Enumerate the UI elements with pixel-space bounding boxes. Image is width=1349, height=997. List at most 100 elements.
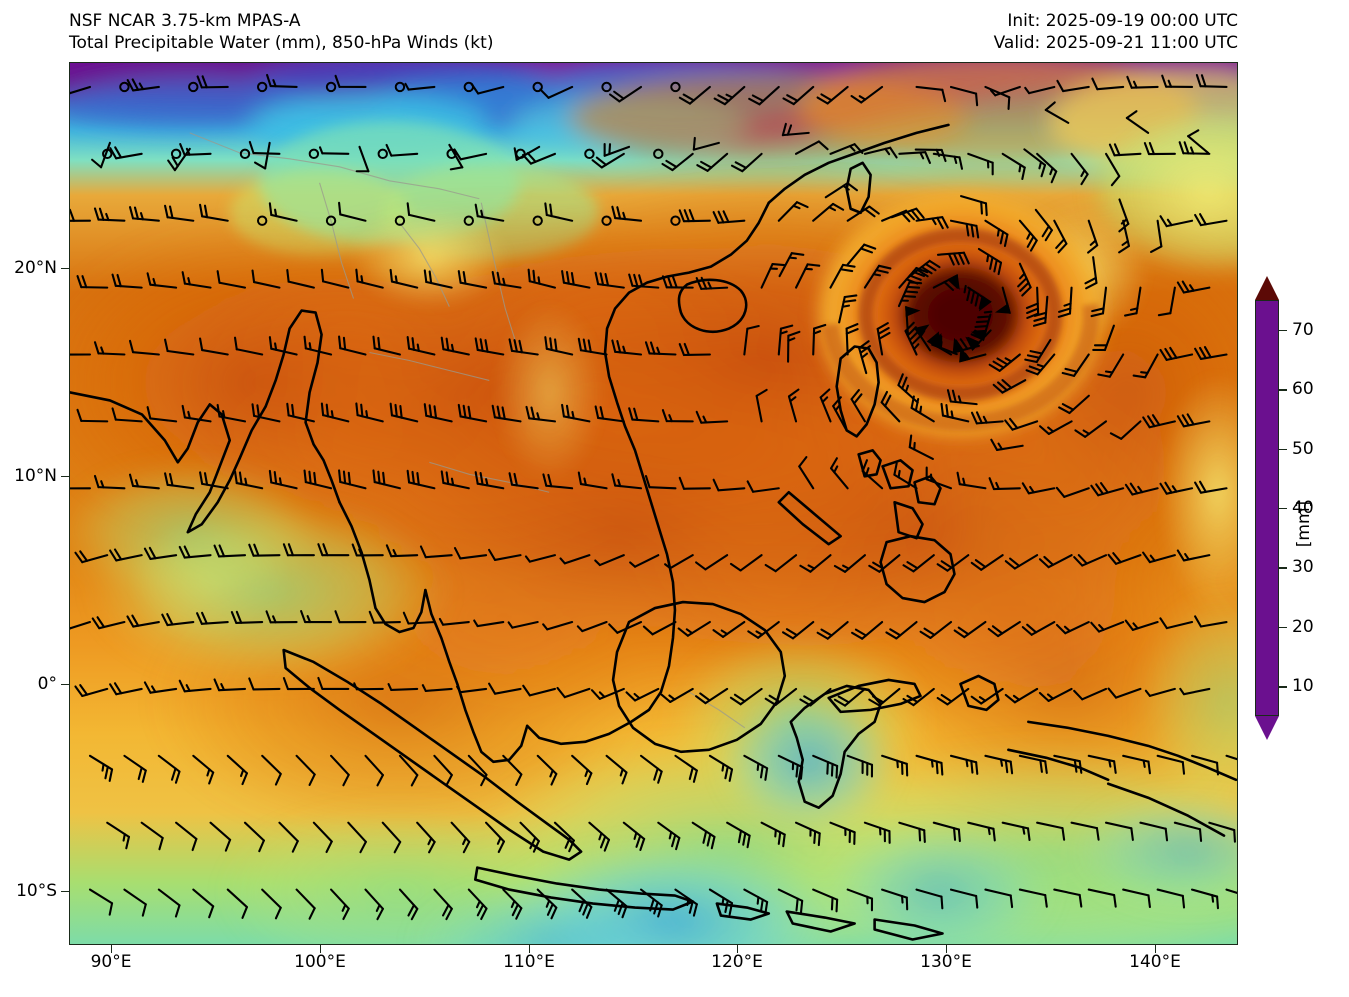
- xtick-100E: [320, 945, 322, 953]
- ytick-label-10S: 10°S: [16, 881, 57, 901]
- wind-barb: [70, 82, 92, 96]
- wind-barb: [571, 754, 593, 786]
- wind-barb: [295, 888, 316, 920]
- wind-barb: [990, 438, 1024, 451]
- wind-barb: [1179, 687, 1211, 696]
- wind-barb: [387, 682, 419, 691]
- wind-barb: [196, 75, 229, 89]
- wind-barb: [372, 469, 401, 490]
- wind-barb: [1156, 754, 1186, 775]
- wind-barb: [664, 554, 694, 570]
- wind-barb: [243, 821, 265, 853]
- wind-barb: [406, 336, 436, 356]
- wind-barb: [1070, 821, 1100, 841]
- wind-barb: [199, 471, 229, 490]
- wind-barb: [936, 687, 970, 706]
- wind-barb: [902, 687, 935, 707]
- wind-barb: [960, 195, 988, 217]
- wind-barb: [1118, 219, 1130, 254]
- calm-wind-circle: [601, 81, 612, 93]
- wind-barb: [88, 888, 114, 916]
- wind-barb: [364, 888, 384, 921]
- wind-barb: [1004, 417, 1039, 431]
- wind-barb: [898, 151, 931, 164]
- wind-barb: [970, 554, 1004, 571]
- wind-barb: [556, 686, 591, 699]
- wind-barb: [812, 754, 839, 779]
- wind-barb: [897, 373, 919, 404]
- wind-barb: [423, 269, 453, 289]
- tpw-heatmap: [70, 63, 1237, 944]
- wind-barb: [76, 408, 109, 423]
- wind-barb: [963, 284, 992, 312]
- colorbar-tick-30: [1279, 567, 1287, 569]
- wind-barb: [1021, 620, 1056, 636]
- wind-barb: [994, 286, 1011, 314]
- wind-barb: [111, 273, 143, 289]
- wind-barb: [164, 472, 195, 490]
- wind-barb: [1092, 324, 1115, 352]
- wind-barb: [846, 754, 874, 778]
- wind-barb: [300, 610, 333, 624]
- colorbar-extend-max: [1255, 276, 1279, 300]
- xtick-label-140E: 140°E: [1129, 952, 1181, 972]
- wind-barb: [678, 209, 711, 223]
- wind-barb: [561, 270, 591, 289]
- xtick-120E: [737, 945, 739, 953]
- wind-barb: [385, 544, 419, 558]
- wind-barb: [1176, 280, 1211, 294]
- calm-wind-circle: [653, 148, 664, 160]
- wind-barb: [1194, 346, 1228, 360]
- wind-barb: [317, 676, 350, 690]
- wind-barb: [1038, 687, 1073, 702]
- wind-barb: [695, 687, 729, 705]
- colorbar-tick-40: [1279, 508, 1287, 510]
- wind-barb: [829, 263, 856, 289]
- wind-barb: [525, 405, 557, 423]
- wind-barb: [295, 754, 316, 787]
- wind-barb: [488, 548, 522, 561]
- wind-barb: [507, 620, 539, 629]
- wind-barb: [491, 404, 522, 423]
- wind-barb: [539, 85, 574, 99]
- calm-wind-circle: [377, 148, 388, 160]
- wind-barb: [1036, 152, 1058, 184]
- wind-barb: [268, 469, 298, 490]
- wind-barb: [398, 888, 419, 921]
- wind-barb: [908, 434, 934, 460]
- wind-barb: [605, 754, 628, 785]
- wind-barb: [213, 678, 247, 692]
- wind-barb: [1053, 219, 1068, 254]
- wind-barb: [1173, 821, 1203, 842]
- wind-barb: [925, 466, 953, 490]
- wind-barb: [695, 554, 729, 571]
- wind-barb: [320, 268, 350, 289]
- wind-barb: [109, 682, 143, 696]
- wind-barb: [1018, 888, 1048, 908]
- wind-barb: [881, 754, 909, 777]
- wind-barb: [914, 148, 947, 163]
- colorbar-ticklabel-50: 50: [1292, 438, 1314, 459]
- wind-barb: [863, 146, 898, 159]
- wind-barb: [868, 554, 901, 573]
- wind-barb: [355, 268, 384, 289]
- wind-barb: [502, 754, 523, 786]
- wind-barb: [1053, 888, 1083, 908]
- wind-barb: [885, 620, 918, 640]
- wind-barb: [128, 339, 160, 356]
- wind-barb: [402, 611, 436, 625]
- wind-barb: [674, 754, 698, 783]
- wind-barb: [946, 389, 978, 406]
- xtick-label-100E: 100°E: [294, 952, 346, 972]
- wind-barb: [1195, 73, 1228, 89]
- wind-barb: [755, 388, 768, 423]
- wind-barb: [1024, 338, 1052, 364]
- wind-barb: [157, 888, 181, 918]
- calm-wind-circle: [170, 148, 182, 160]
- wind-barb: [233, 336, 264, 356]
- wind-barb: [1142, 414, 1176, 429]
- wind-barb: [1034, 208, 1053, 242]
- wind-barb: [988, 353, 1021, 372]
- wind-barb: [760, 821, 786, 848]
- wind-barb: [898, 821, 926, 843]
